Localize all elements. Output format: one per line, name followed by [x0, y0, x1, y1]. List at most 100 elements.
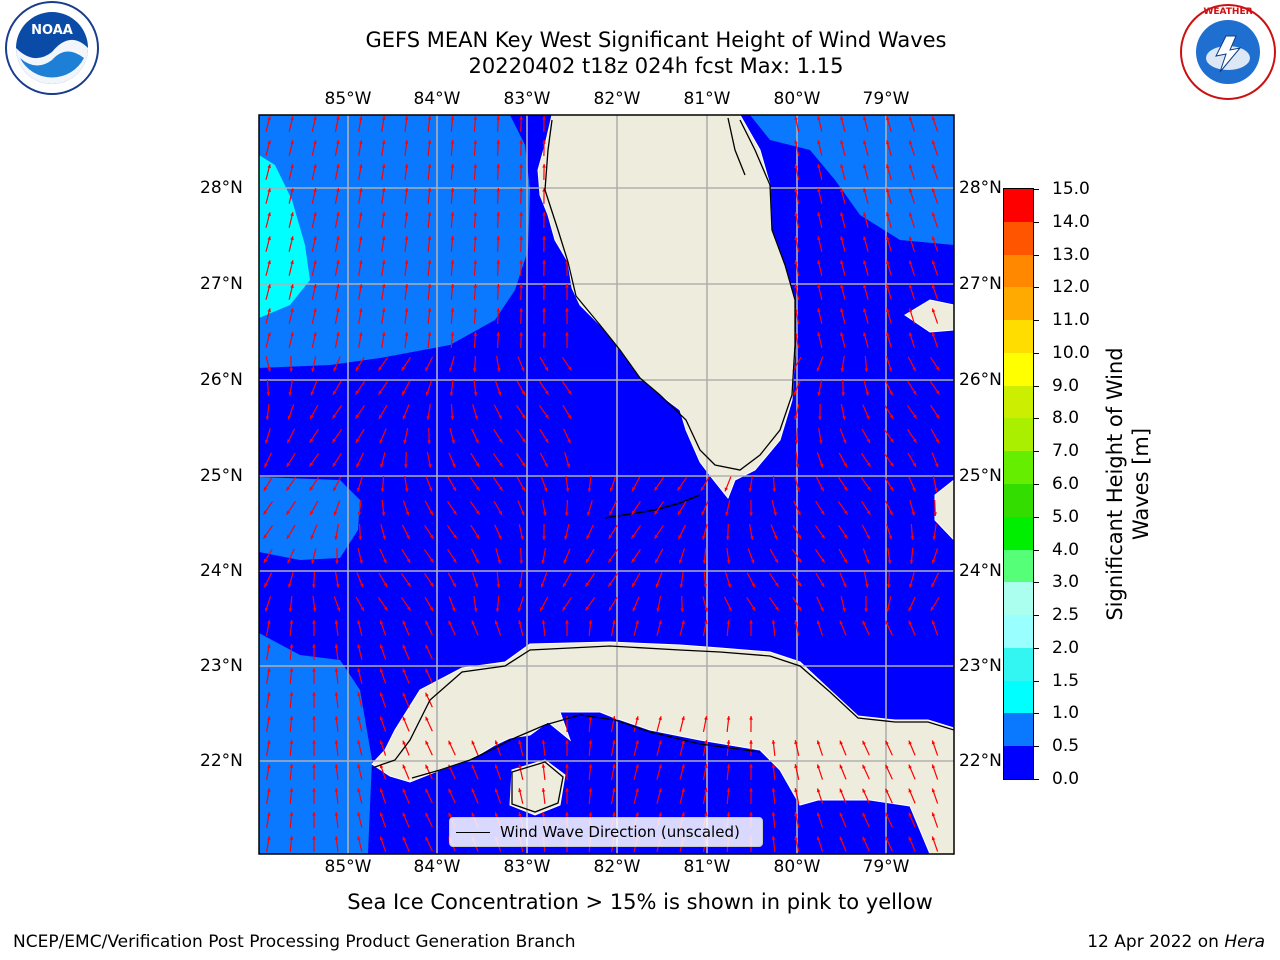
- wind-wave-arrowhead: [795, 464, 800, 468]
- wind-wave-arrowhead: [265, 416, 270, 420]
- wind-wave-arrowhead: [427, 236, 432, 240]
- wind-wave-arrowhead: [541, 764, 546, 768]
- wind-wave-arrowhead: [402, 415, 407, 420]
- lat-label-left: 26°N: [200, 370, 243, 390]
- wind-wave-arrowhead: [862, 788, 866, 793]
- wind-wave-arrowhead: [821, 558, 825, 563]
- wind-wave-arrowhead: [843, 558, 847, 563]
- wind-wave-arrowhead: [702, 535, 706, 540]
- wind-wave-arrowhead: [931, 812, 936, 817]
- wind-wave-arrowhead: [541, 620, 546, 624]
- wind-wave-arrowhead: [911, 511, 915, 516]
- wind-wave-arrowhead: [568, 390, 572, 395]
- wind-wave-arrowhead: [475, 462, 480, 467]
- wind-wave-arrowhead: [635, 812, 639, 817]
- wind-wave-arrowhead: [379, 788, 384, 793]
- wind-wave-arrowhead: [542, 512, 547, 516]
- wind-wave-arrowhead: [357, 512, 362, 516]
- wind-wave-arrowhead: [336, 236, 340, 240]
- wind-wave-arrowhead: [794, 812, 798, 817]
- wind-wave-arrowhead: [842, 439, 847, 444]
- wind-wave-arrowhead: [816, 740, 821, 745]
- wind-wave-arrowhead: [658, 788, 662, 793]
- wind-wave-arrowhead: [312, 608, 317, 612]
- wind-wave-arrowhead: [264, 439, 269, 444]
- wind-wave-arrowhead: [817, 391, 821, 396]
- wind-wave-arrowhead: [334, 740, 339, 744]
- wind-wave-arrowhead: [817, 236, 821, 241]
- wind-wave-arrowhead: [541, 788, 546, 792]
- wind-wave-arrowhead: [931, 308, 936, 313]
- wind-wave-arrowhead: [428, 487, 433, 492]
- wind-wave-arrowhead: [264, 463, 268, 468]
- wave-contour-1.0: [259, 155, 310, 318]
- wind-wave-arrowhead: [908, 788, 912, 793]
- wind-wave-arrowhead: [935, 366, 940, 371]
- lat-label-right: 22°N: [959, 751, 1002, 771]
- wind-wave-arrowhead: [313, 116, 317, 121]
- wind-wave-arrowhead: [908, 260, 913, 265]
- wind-wave-arrowhead: [427, 164, 432, 168]
- wind-wave-arrowhead: [332, 414, 337, 419]
- wind-wave-arrowhead: [771, 812, 776, 816]
- wind-wave-arrowhead: [312, 740, 316, 744]
- wind-wave-arrowhead: [725, 511, 729, 516]
- wind-wave-arrowhead: [544, 390, 549, 395]
- wind-wave-arrowhead: [565, 812, 569, 816]
- wind-wave-arrowhead: [931, 212, 936, 217]
- wind-wave-arrowhead: [313, 236, 317, 241]
- wind-wave-arrowhead: [380, 463, 384, 468]
- wind-wave-arrowhead: [608, 582, 612, 587]
- wind-wave-arrowhead: [289, 788, 294, 792]
- wind-wave-arrowhead: [449, 392, 454, 396]
- wind-wave-arrowhead: [654, 534, 659, 539]
- wind-wave-arrowhead: [864, 608, 868, 612]
- wind-wave-arrowhead: [700, 486, 705, 491]
- colorbar-segment: [1004, 680, 1033, 714]
- wind-wave-arrowhead: [358, 140, 363, 144]
- wind-wave-arrowhead: [450, 236, 455, 240]
- wind-wave-arrowhead: [288, 608, 293, 612]
- wind-wave-arrowhead: [425, 716, 429, 721]
- colorbar-tick-label: 1.5: [1052, 670, 1080, 691]
- wind-wave-arrowhead: [889, 486, 894, 491]
- lat-label-left: 25°N: [200, 466, 243, 486]
- wind-wave-arrowhead: [473, 260, 478, 264]
- wind-wave-arrowhead: [312, 668, 316, 672]
- wind-wave-arrowhead: [565, 764, 569, 768]
- colorbar-tick-mark: [1033, 615, 1039, 617]
- wind-wave-arrowhead: [427, 188, 432, 192]
- wind-wave-arrowhead: [817, 116, 821, 121]
- wind-wave-arrowhead: [357, 788, 361, 793]
- colorbar-segment: [1004, 188, 1033, 222]
- colorbar-tick-mark: [1033, 516, 1039, 518]
- wind-wave-arrowhead: [631, 534, 635, 539]
- wind-wave-arrowhead: [749, 812, 753, 816]
- wind-wave-arrowhead: [544, 463, 548, 468]
- wind-wave-arrowhead: [496, 308, 501, 312]
- wind-wave-arrowhead: [609, 511, 613, 516]
- wind-wave-arrowhead: [336, 164, 340, 168]
- wind-wave-arrowhead: [935, 439, 939, 444]
- wind-wave-arrowhead: [908, 836, 912, 841]
- wind-wave-arrowhead: [612, 740, 616, 744]
- wind-wave-arrowhead: [565, 284, 569, 288]
- wind-wave-arrowhead: [334, 620, 339, 624]
- map-gridlines: [259, 115, 954, 854]
- wind-wave-arrowhead: [357, 764, 361, 769]
- wind-wave-arrowhead: [290, 260, 294, 265]
- wind-wave-arrowhead: [885, 812, 889, 817]
- wind-wave-arrowhead: [287, 439, 291, 444]
- colorbar-segment: [1004, 746, 1033, 779]
- lat-label-right: 27°N: [959, 274, 1002, 294]
- wind-wave-arrowhead: [311, 559, 315, 564]
- wind-wave-arrowhead: [931, 583, 935, 588]
- colorbar-tick-label: 12.0: [1052, 277, 1090, 298]
- wind-wave-arrowhead: [862, 764, 866, 769]
- wind-wave-arrowhead: [334, 644, 339, 648]
- wind-wave-arrowhead: [540, 607, 544, 612]
- wind-wave-arrowhead: [336, 188, 340, 192]
- wind-wave-arrowhead: [840, 164, 844, 169]
- colorbar-tick-label: 15.0: [1052, 179, 1090, 199]
- lon-label-top: 80°W: [773, 89, 821, 109]
